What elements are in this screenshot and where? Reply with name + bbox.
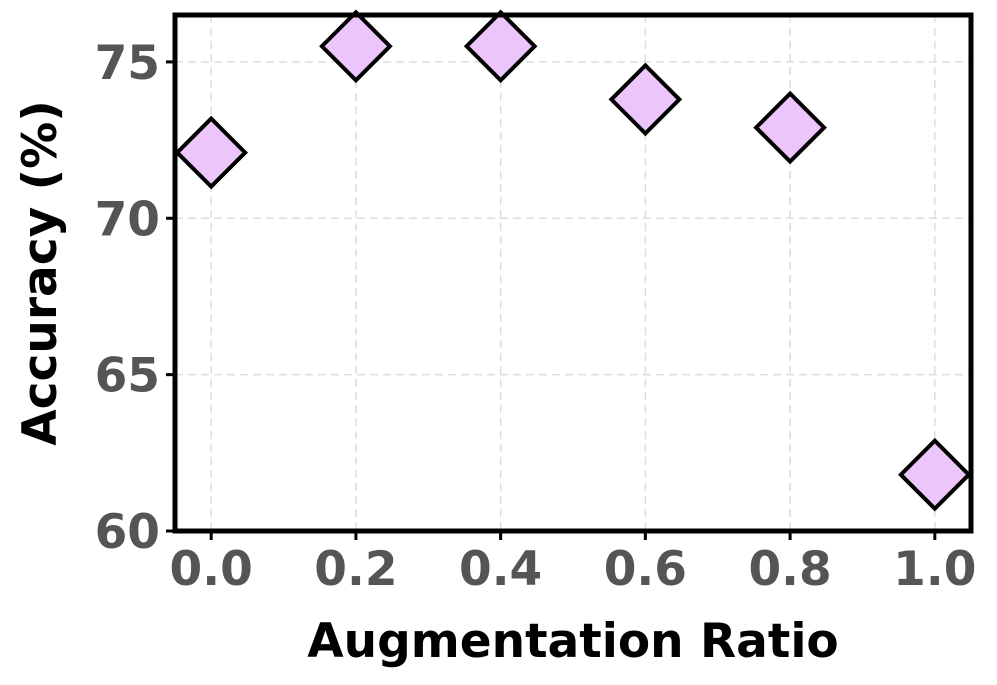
data-point-4	[753, 90, 827, 165]
data-point-2	[463, 9, 538, 84]
x-tick-label-2: 0.4	[459, 542, 542, 597]
data-point-0	[174, 115, 249, 190]
plot-frame	[172, 12, 974, 534]
x-axis-label: Augmentation Ratio	[307, 614, 838, 669]
x-tick-label-0: 0.0	[170, 542, 253, 597]
x-ticks: 0.0 0.2 0.4 0.6 0.8 1.0	[170, 531, 976, 597]
x-tick-label-1: 0.2	[314, 542, 397, 597]
data-points	[174, 9, 972, 512]
data-point-1	[319, 9, 393, 84]
y-tick-label-3: 75	[95, 36, 160, 91]
data-point-5	[897, 437, 972, 512]
data-point-3	[608, 62, 683, 137]
y-tick-label-1: 65	[95, 349, 160, 404]
y-axis-label: Accuracy (%)	[13, 100, 68, 445]
y-tick-label-2: 70	[95, 192, 160, 247]
y-tick-label-0: 60	[95, 505, 160, 560]
grid	[175, 15, 971, 532]
x-tick-label-3: 0.6	[604, 542, 687, 597]
y-ticks: 60 65 70 75	[95, 36, 175, 560]
x-tick-label-5: 1.0	[893, 542, 976, 597]
x-tick-label-4: 0.8	[748, 542, 831, 597]
